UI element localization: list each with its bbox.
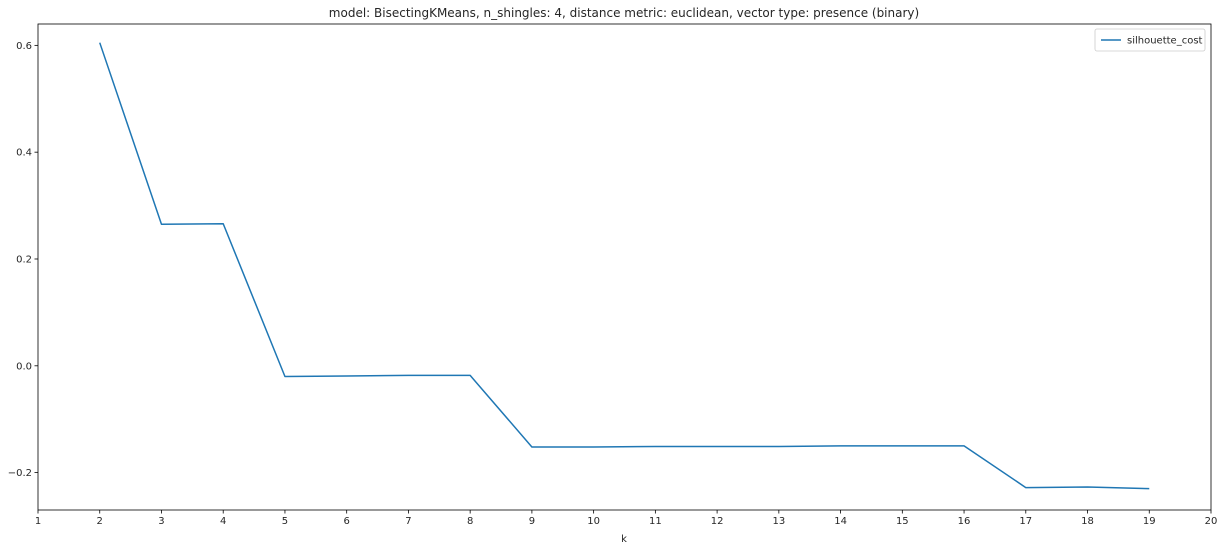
x-tick-label: 18	[1081, 516, 1094, 527]
y-tick-label: 0.0	[16, 361, 32, 372]
y-tick-label: 0.4	[16, 148, 32, 159]
x-tick-label: 20	[1205, 516, 1218, 527]
x-tick-label: 5	[282, 516, 288, 527]
x-tick-label: 15	[896, 516, 909, 527]
x-tick-label: 7	[405, 516, 411, 527]
x-tick-label: 17	[1019, 516, 1032, 527]
plot-area	[99, 42, 1150, 490]
y-tick-label: 0.6	[16, 41, 32, 52]
x-tick-label: 13	[772, 516, 785, 527]
x-tick-label: 11	[649, 516, 662, 527]
x-tick-label: 8	[467, 516, 473, 527]
x-tick-label: 9	[529, 516, 535, 527]
ticks: 1 2 3 4 5 6 7 8 9 10 11 12 13 14 15 16 17 18 19 20−0.20.00.…	[8, 41, 1218, 527]
x-tick-label: 3	[158, 516, 164, 527]
y-tick-label: −0.2	[8, 468, 32, 479]
x-axis-label: k	[621, 534, 627, 545]
axes	[37, 23, 1212, 511]
axes-frame	[37, 23, 1212, 511]
x-tick-label: 2	[97, 516, 103, 527]
legend: silhouette_cost	[1094, 28, 1206, 52]
x-tick-label: 19	[1143, 516, 1156, 527]
legend-label: silhouette_cost	[1127, 36, 1203, 47]
x-tick-label: 6	[343, 516, 349, 527]
series-line-silhouette_cost	[99, 42, 1150, 490]
x-tick-label: 10	[587, 516, 600, 527]
legend-box	[1094, 28, 1206, 52]
chart-title: model: BisectingKMeans, n_shingles: 4, d…	[329, 6, 919, 20]
y-tick-label: 0.2	[16, 254, 32, 265]
x-tick-label: 12	[711, 516, 724, 527]
x-tick-label: 16	[958, 516, 971, 527]
x-tick-label: 4	[220, 516, 226, 527]
x-tick-label: 1	[35, 516, 41, 527]
x-tick-label: 14	[834, 516, 847, 527]
